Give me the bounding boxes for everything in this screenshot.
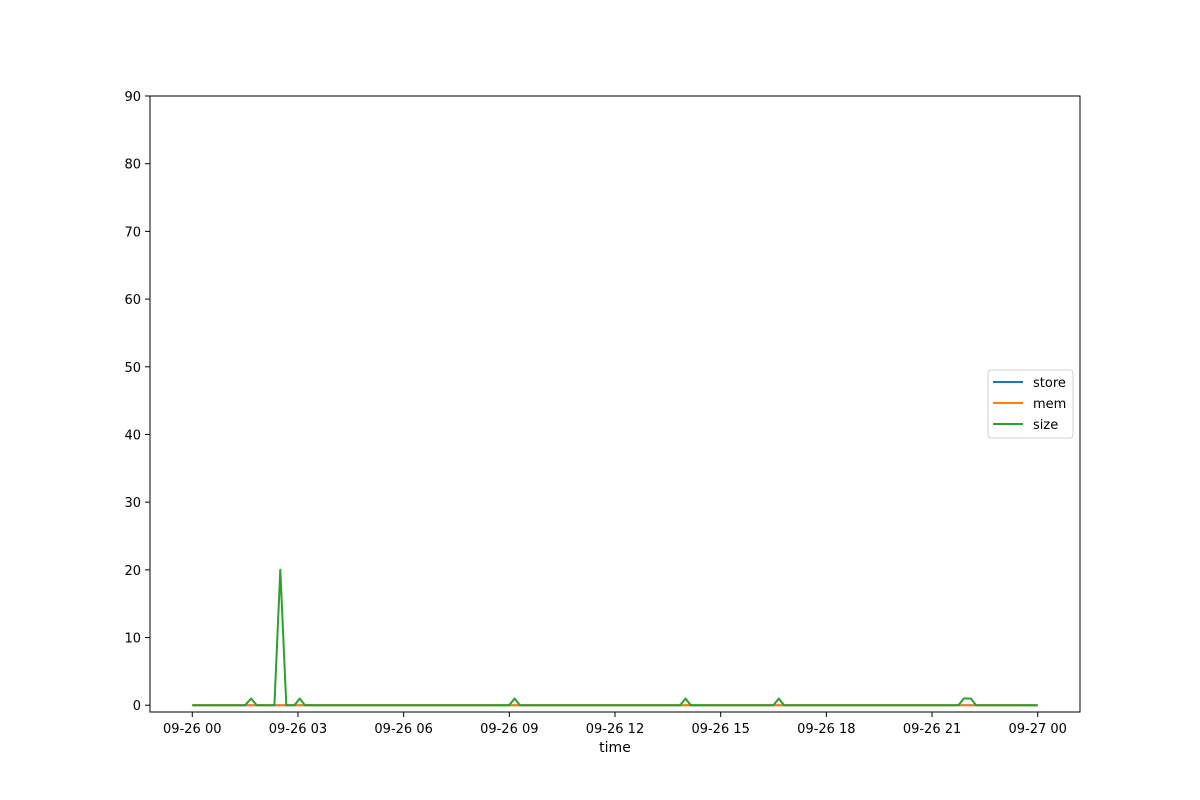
y-tick-label: 30 — [124, 496, 141, 511]
series-lines — [192, 568, 1038, 707]
x-tick-label: 09-26 12 — [586, 722, 644, 737]
plot-frame — [149, 95, 1081, 713]
legend-label-size: size — [1033, 418, 1058, 433]
x-tick-label: 09-26 21 — [903, 722, 961, 737]
series-line-size — [192, 568, 1038, 707]
y-tick-label: 10 — [124, 632, 141, 647]
x-tick-label: 09-26 06 — [374, 722, 432, 737]
y-axis: 0 10 20 30 40 50 60 70 80 90 — [124, 90, 150, 714]
y-tick-label: 0 — [133, 699, 141, 714]
legend-label-mem: mem — [1033, 397, 1066, 412]
x-tick-label: 09-26 09 — [480, 722, 538, 737]
x-tick-label: 09-26 18 — [797, 722, 855, 737]
x-axis: 09-26 00 09-26 03 09-26 06 09-26 09 09-26 12… — [163, 712, 1067, 737]
y-tick-label: 40 — [124, 428, 141, 443]
x-tick-label: 09-26 15 — [691, 722, 749, 737]
legend: store mem size — [987, 369, 1074, 439]
plot-area — [149, 95, 1081, 713]
x-tick-label: 09-27 00 — [1009, 722, 1067, 737]
x-tick-label: 09-26 00 — [163, 722, 221, 737]
y-tick-label: 70 — [124, 225, 141, 240]
y-tick-label: 60 — [124, 293, 141, 308]
legend-box — [987, 369, 1074, 439]
y-tick-label: 50 — [124, 361, 141, 376]
y-tick-label: 90 — [124, 90, 141, 105]
y-tick-label: 20 — [124, 564, 141, 579]
x-axis-label: time — [599, 740, 631, 756]
legend-label-store: store — [1033, 376, 1066, 391]
x-tick-label: 09-26 03 — [269, 722, 327, 737]
y-tick-label: 80 — [124, 158, 141, 173]
